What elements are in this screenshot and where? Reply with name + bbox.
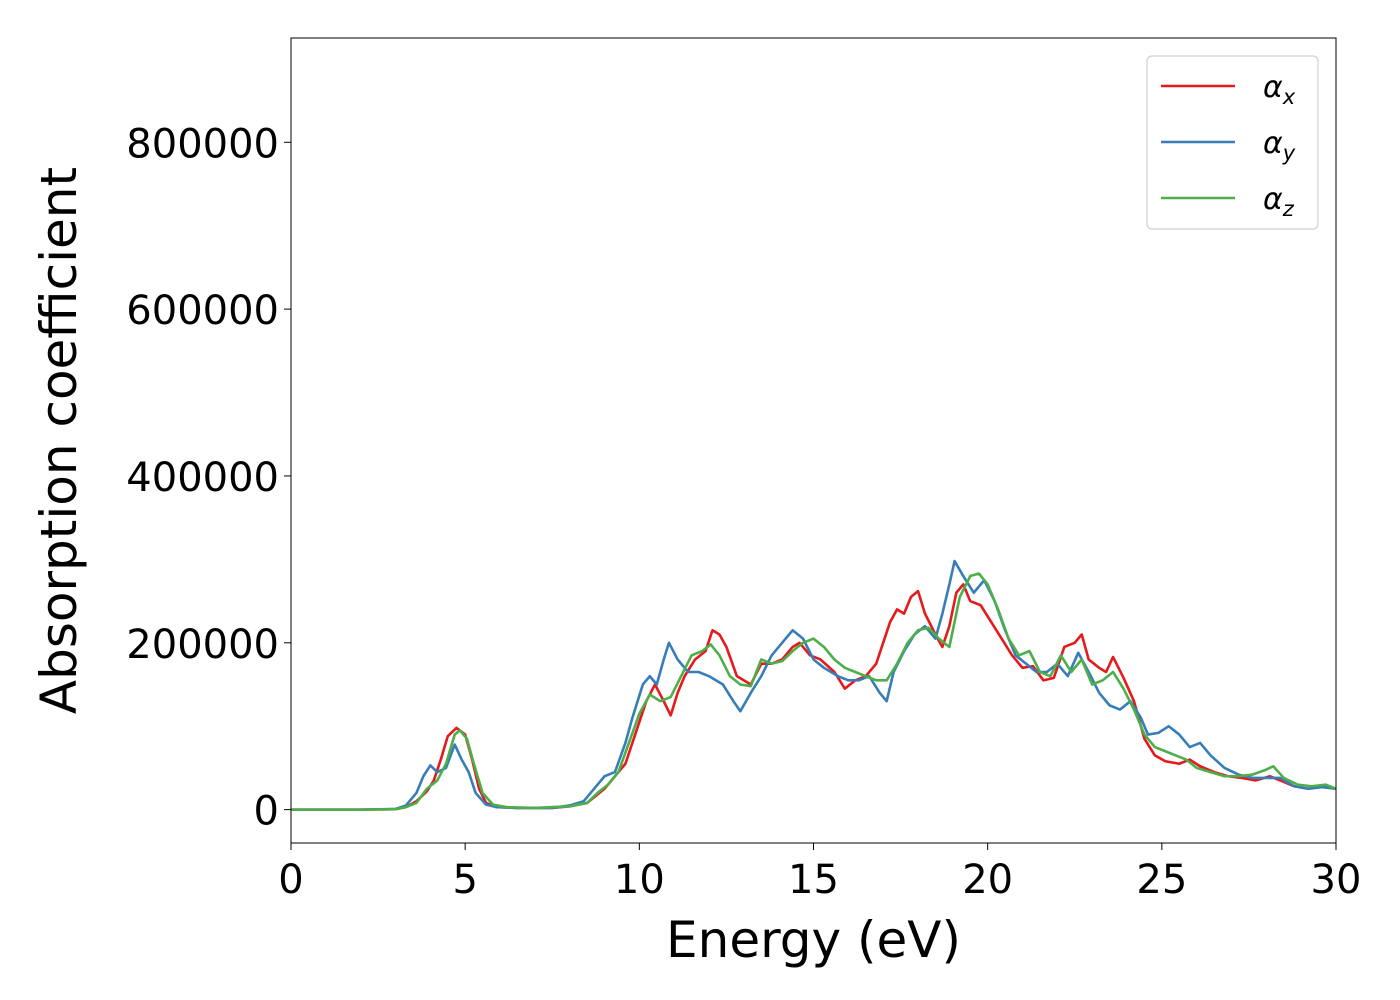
legend-item-x[interactable]: αx [1161,70,1296,109]
legend-label-symbol: α [1263,126,1283,161]
y-tick-label: 200000 [126,622,279,668]
legend-label: αy [1263,126,1296,165]
legend-label: αz [1263,182,1295,221]
series-line-y [291,559,1336,811]
x-axis: 0 5 10 15 20 25 30 [278,843,1361,903]
legend-label: αx [1263,70,1296,109]
x-tick-label: 5 [452,857,477,903]
y-tick-label: 600000 [126,288,279,334]
y-tick-label: 800000 [126,121,279,167]
legend-label-symbol: α [1263,182,1283,217]
y-tick-label: 0 [254,789,279,835]
x-tick-label: 10 [614,857,665,903]
x-tick-label: 25 [1136,857,1187,903]
series-line-x [291,583,1336,811]
y-tick-label: 400000 [126,455,279,501]
y-axis: 0 200000 400000 600000 800000 [126,121,291,835]
series-line-z [291,572,1336,811]
x-tick-label: 15 [788,857,839,903]
legend-label-subscript: z [1282,197,1295,221]
x-tick-label: 20 [962,857,1013,903]
y-axis-label: Absorption coefficient [30,167,88,714]
x-tick-label: 0 [278,857,303,903]
legend-item-y[interactable]: αy [1161,126,1296,165]
legend-item-z[interactable]: αz [1161,182,1295,221]
legend-label-symbol: α [1263,70,1283,105]
x-tick-label: 30 [1311,857,1362,903]
legend-label-subscript: y [1282,141,1296,165]
series-lines [291,559,1336,811]
x-axis-label: Energy (eV) [666,911,961,969]
legend-label-subscript: x [1282,85,1296,109]
